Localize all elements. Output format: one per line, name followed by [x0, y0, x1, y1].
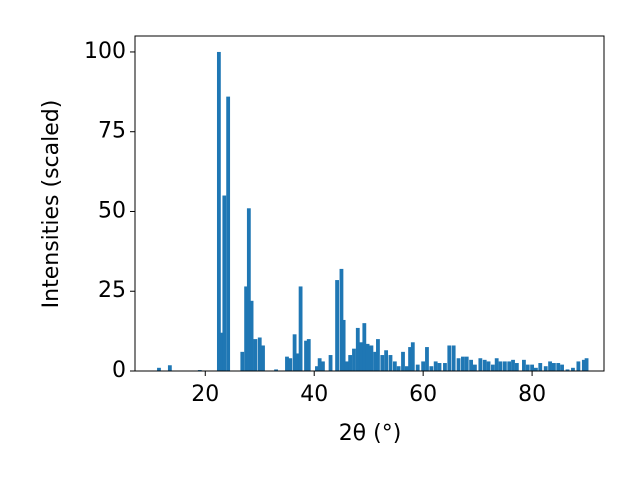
bar: [392, 361, 397, 371]
bar: [472, 364, 477, 371]
bar: [534, 367, 538, 371]
bar: [410, 342, 415, 371]
bar: [556, 363, 561, 371]
bar: [548, 361, 552, 371]
bar: [244, 286, 249, 371]
bar: [522, 359, 526, 371]
bar: [274, 369, 278, 371]
bar: [464, 356, 469, 371]
bar: [285, 356, 289, 371]
bar: [525, 364, 530, 371]
bar: [425, 347, 429, 371]
bar: [461, 356, 465, 371]
bar: [482, 359, 487, 371]
bar: [396, 366, 401, 371]
bar: [551, 363, 556, 371]
bar: [421, 361, 426, 371]
bar: [581, 359, 586, 371]
bar: [543, 366, 548, 371]
bar: [373, 351, 378, 371]
bar: [219, 332, 224, 371]
bar: [167, 365, 172, 371]
bar: [478, 358, 483, 371]
bar: [530, 364, 535, 371]
bar: [494, 358, 499, 371]
x-tick-label: 40: [300, 382, 328, 407]
y-axis-label: Intensities (scaled): [39, 100, 64, 309]
bar: [380, 355, 385, 371]
bar: [388, 355, 393, 371]
x-tick-label: 60: [409, 382, 437, 407]
bar: [339, 268, 344, 371]
plot-frame: [134, 35, 605, 372]
bar: [560, 364, 564, 371]
bar: [292, 334, 297, 371]
bar: [469, 359, 473, 371]
bar: [317, 358, 322, 371]
bar: [498, 361, 503, 371]
bar: [304, 340, 308, 371]
bar: [246, 208, 251, 371]
bar: [295, 353, 300, 371]
bar: [514, 363, 519, 371]
bar: [261, 345, 265, 371]
bar: [298, 286, 303, 371]
bar: [249, 300, 254, 371]
bar: [352, 348, 356, 371]
bar: [344, 361, 349, 371]
bar: [369, 345, 374, 371]
y-tick-label: 0: [112, 358, 126, 383]
y-tick-label: 25: [98, 278, 126, 303]
bar: [451, 345, 456, 371]
bar: [507, 361, 512, 371]
bar: [584, 358, 589, 371]
bar: [348, 355, 353, 371]
bar: [437, 363, 442, 371]
x-tick-label: 20: [191, 382, 219, 407]
y-tick-label: 100: [84, 39, 126, 64]
bar: [341, 319, 346, 371]
bar: [355, 327, 360, 371]
bar: [362, 323, 367, 371]
bar: [576, 361, 581, 371]
bar: [216, 51, 221, 371]
bar: [502, 361, 507, 371]
bar: [384, 350, 389, 371]
bar: [404, 366, 409, 371]
y-tick-label: 75: [98, 119, 126, 144]
y-tick-label: 50: [98, 198, 126, 223]
bar: [257, 337, 262, 371]
bar: [415, 364, 420, 371]
bar: [253, 339, 258, 371]
bar: [538, 363, 543, 371]
bar: [315, 366, 319, 371]
bar: [328, 355, 333, 371]
bar: [511, 359, 515, 371]
bar: [571, 367, 575, 371]
bar: [335, 280, 339, 371]
bar: [443, 363, 447, 371]
bar: [486, 361, 491, 371]
bar: [321, 361, 325, 371]
bar: [240, 351, 245, 371]
bar: [226, 96, 231, 371]
bar: [447, 345, 452, 371]
bar: [456, 358, 461, 371]
x-axis-label: 2θ (°): [339, 421, 402, 446]
bar: [359, 342, 363, 371]
bar: [401, 351, 405, 371]
bar: [365, 343, 370, 371]
x-tick-label: 80: [518, 382, 546, 407]
bar: [222, 195, 227, 371]
bar: [408, 347, 412, 371]
bar: [565, 369, 570, 371]
bar: [433, 361, 438, 371]
bar: [288, 358, 293, 371]
bar: [376, 339, 380, 371]
bar: [429, 366, 434, 371]
bar: [490, 364, 495, 371]
bar: [306, 339, 311, 371]
bar: [157, 367, 161, 371]
